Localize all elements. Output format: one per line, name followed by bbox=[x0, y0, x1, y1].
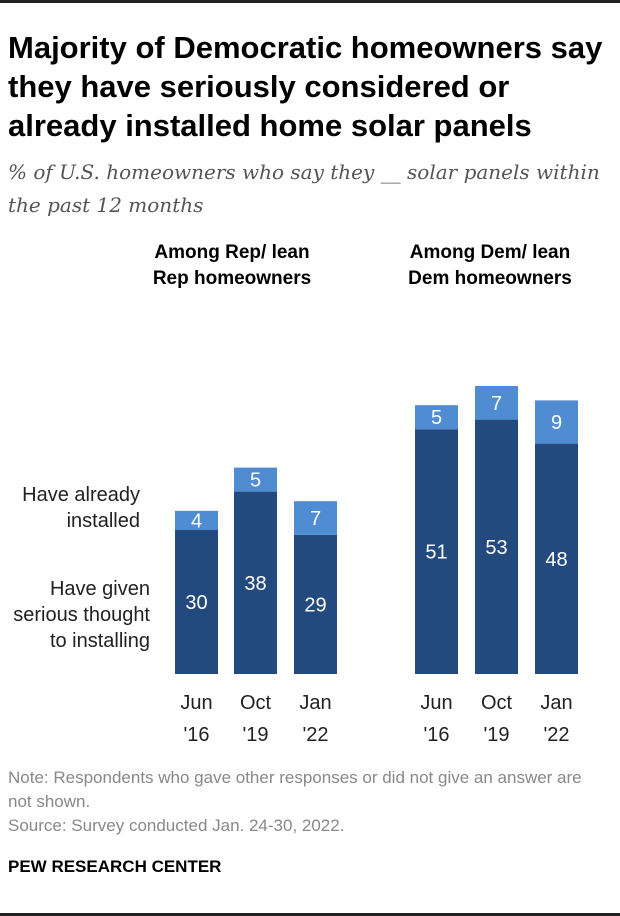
data-label-installed: 4 bbox=[191, 510, 202, 532]
data-label-considered: 30 bbox=[185, 592, 207, 614]
x-tick-label: '16 bbox=[423, 724, 449, 746]
bar-considered bbox=[535, 443, 578, 674]
chart-title: Majority of Democratic homeowners say th… bbox=[8, 30, 603, 143]
data-label-installed: 7 bbox=[310, 508, 321, 530]
x-tick-label: '22 bbox=[543, 724, 569, 746]
group-title-rep: Among Rep/ lean Rep homeowners bbox=[152, 242, 312, 289]
bar-considered bbox=[234, 491, 277, 674]
bar-installed bbox=[415, 405, 458, 430]
data-label-considered: 29 bbox=[304, 594, 326, 616]
x-tick-label: Oct bbox=[481, 692, 513, 714]
bar-installed bbox=[234, 467, 277, 492]
bottom-rule bbox=[0, 913, 620, 916]
top-rule bbox=[0, 0, 620, 3]
legend-considered: Have given serious thought to installing bbox=[13, 578, 150, 652]
legend-installed: Have already installed bbox=[22, 484, 140, 532]
bar-considered bbox=[475, 419, 518, 674]
stacked-bar-chart: 30 4 Jun '16 38 5 Oct '19 29 7 Jan '22 51 5 Jun '16 53 7 O… bbox=[175, 386, 578, 746]
x-tick-label: Jun bbox=[180, 692, 212, 714]
bar-considered bbox=[175, 530, 218, 674]
group-title-dem: Among Dem/ lean Dem homeowners bbox=[408, 242, 572, 289]
bar-considered bbox=[415, 429, 458, 674]
note-text: Note: Respondents who gave other respons… bbox=[8, 768, 582, 811]
bar-installed bbox=[175, 510, 218, 530]
data-label-considered: 51 bbox=[425, 542, 447, 564]
data-label-installed: 9 bbox=[551, 412, 562, 434]
x-tick-label: '22 bbox=[302, 724, 328, 746]
x-tick-label: '19 bbox=[483, 724, 509, 746]
x-tick-label: Oct bbox=[240, 692, 272, 714]
bar-considered bbox=[294, 534, 337, 674]
x-tick-label: Jan bbox=[299, 692, 331, 714]
x-tick-label: Jan bbox=[540, 692, 572, 714]
notes: Note: Respondents who gave other respons… bbox=[8, 766, 608, 838]
data-label-installed: 5 bbox=[431, 407, 442, 429]
data-label-installed: 5 bbox=[250, 470, 261, 492]
chart-subtitle: % of U.S. homeowners who say they __ sol… bbox=[8, 160, 600, 217]
data-label-considered: 38 bbox=[244, 573, 266, 595]
bar-installed bbox=[475, 386, 518, 420]
data-label-installed: 7 bbox=[491, 393, 502, 415]
x-tick-label: '19 bbox=[242, 724, 268, 746]
bar-installed bbox=[294, 501, 337, 535]
source-text: Source: Survey conducted Jan. 24-30, 202… bbox=[8, 816, 345, 835]
data-label-considered: 53 bbox=[485, 537, 507, 559]
bar-installed bbox=[535, 400, 578, 444]
x-tick-label: '16 bbox=[183, 724, 209, 746]
brand-logo-text: PEW RESEARCH CENTER bbox=[8, 857, 222, 876]
data-label-considered: 48 bbox=[545, 549, 567, 571]
x-tick-label: Jun bbox=[420, 692, 452, 714]
